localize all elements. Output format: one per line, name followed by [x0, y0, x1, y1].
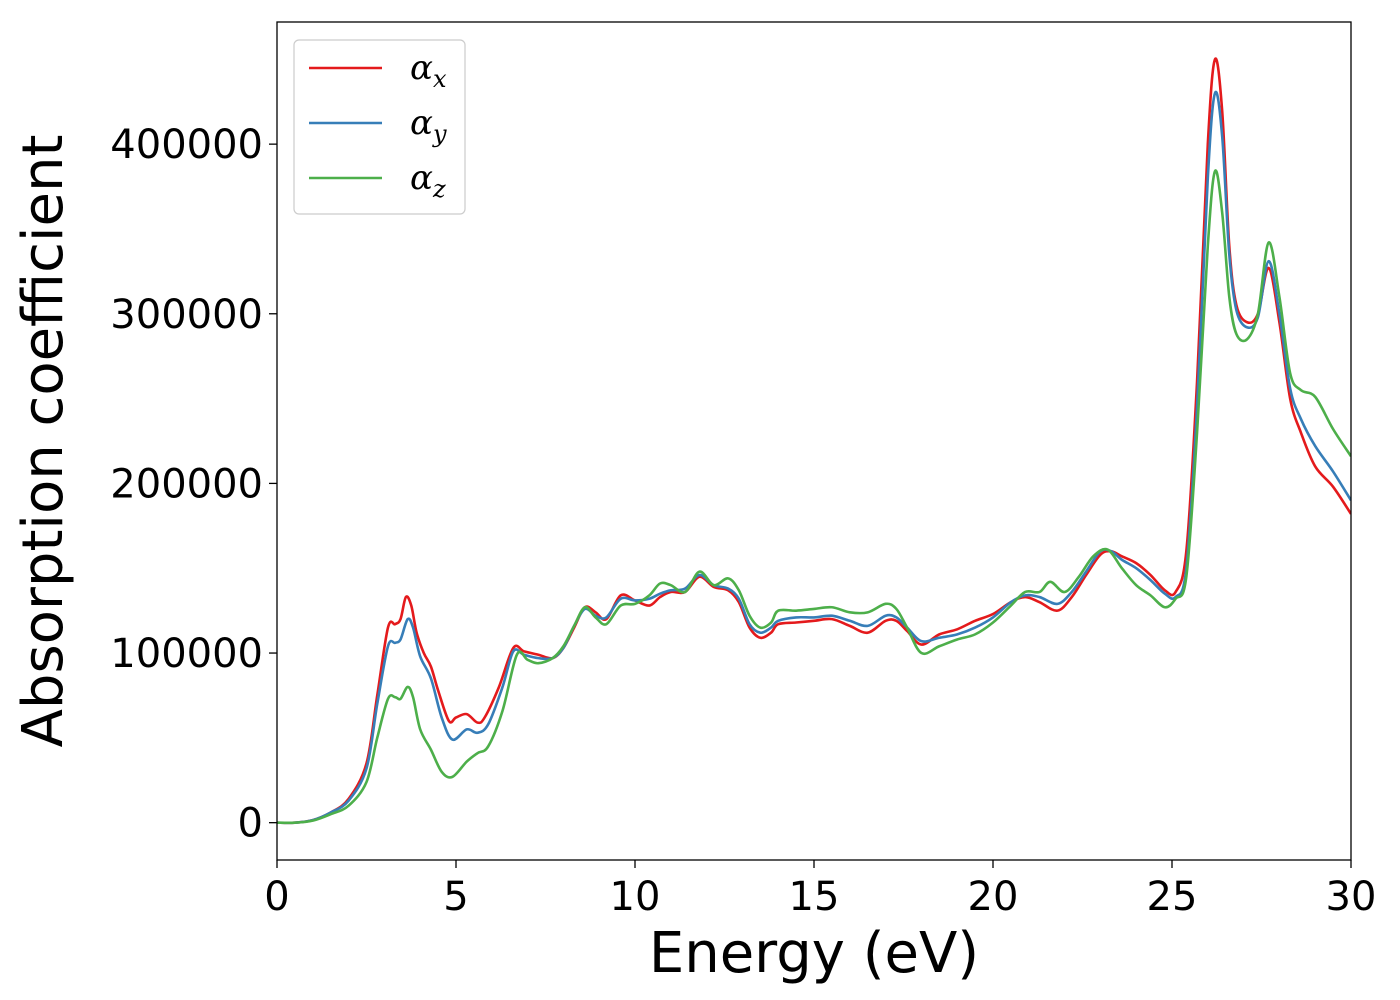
x-tick-label: 10 [610, 874, 661, 920]
x-tick-label: 15 [789, 874, 840, 920]
x-tick-label: 30 [1326, 874, 1377, 920]
y-tick-label: 0 [238, 801, 263, 847]
y-tick-label: 200000 [110, 461, 263, 507]
x-axis-label: Energy (eV) [649, 921, 979, 986]
x-tick-label: 20 [968, 874, 1019, 920]
legend-box [293, 39, 466, 215]
x-tick-label: 25 [1147, 874, 1198, 920]
x-tick-label: 0 [264, 874, 289, 920]
y-tick-label: 300000 [110, 292, 263, 338]
y-tick-label: 400000 [110, 122, 263, 168]
y-tick-label: 100000 [110, 631, 263, 677]
series-line-alpha-x [277, 57, 1351, 825]
y-axis-label: Absorption coefficient [11, 135, 76, 748]
series-line-alpha-z [277, 169, 1351, 825]
x-tick-label: 5 [443, 874, 468, 920]
series-line-alpha-y [277, 90, 1351, 825]
